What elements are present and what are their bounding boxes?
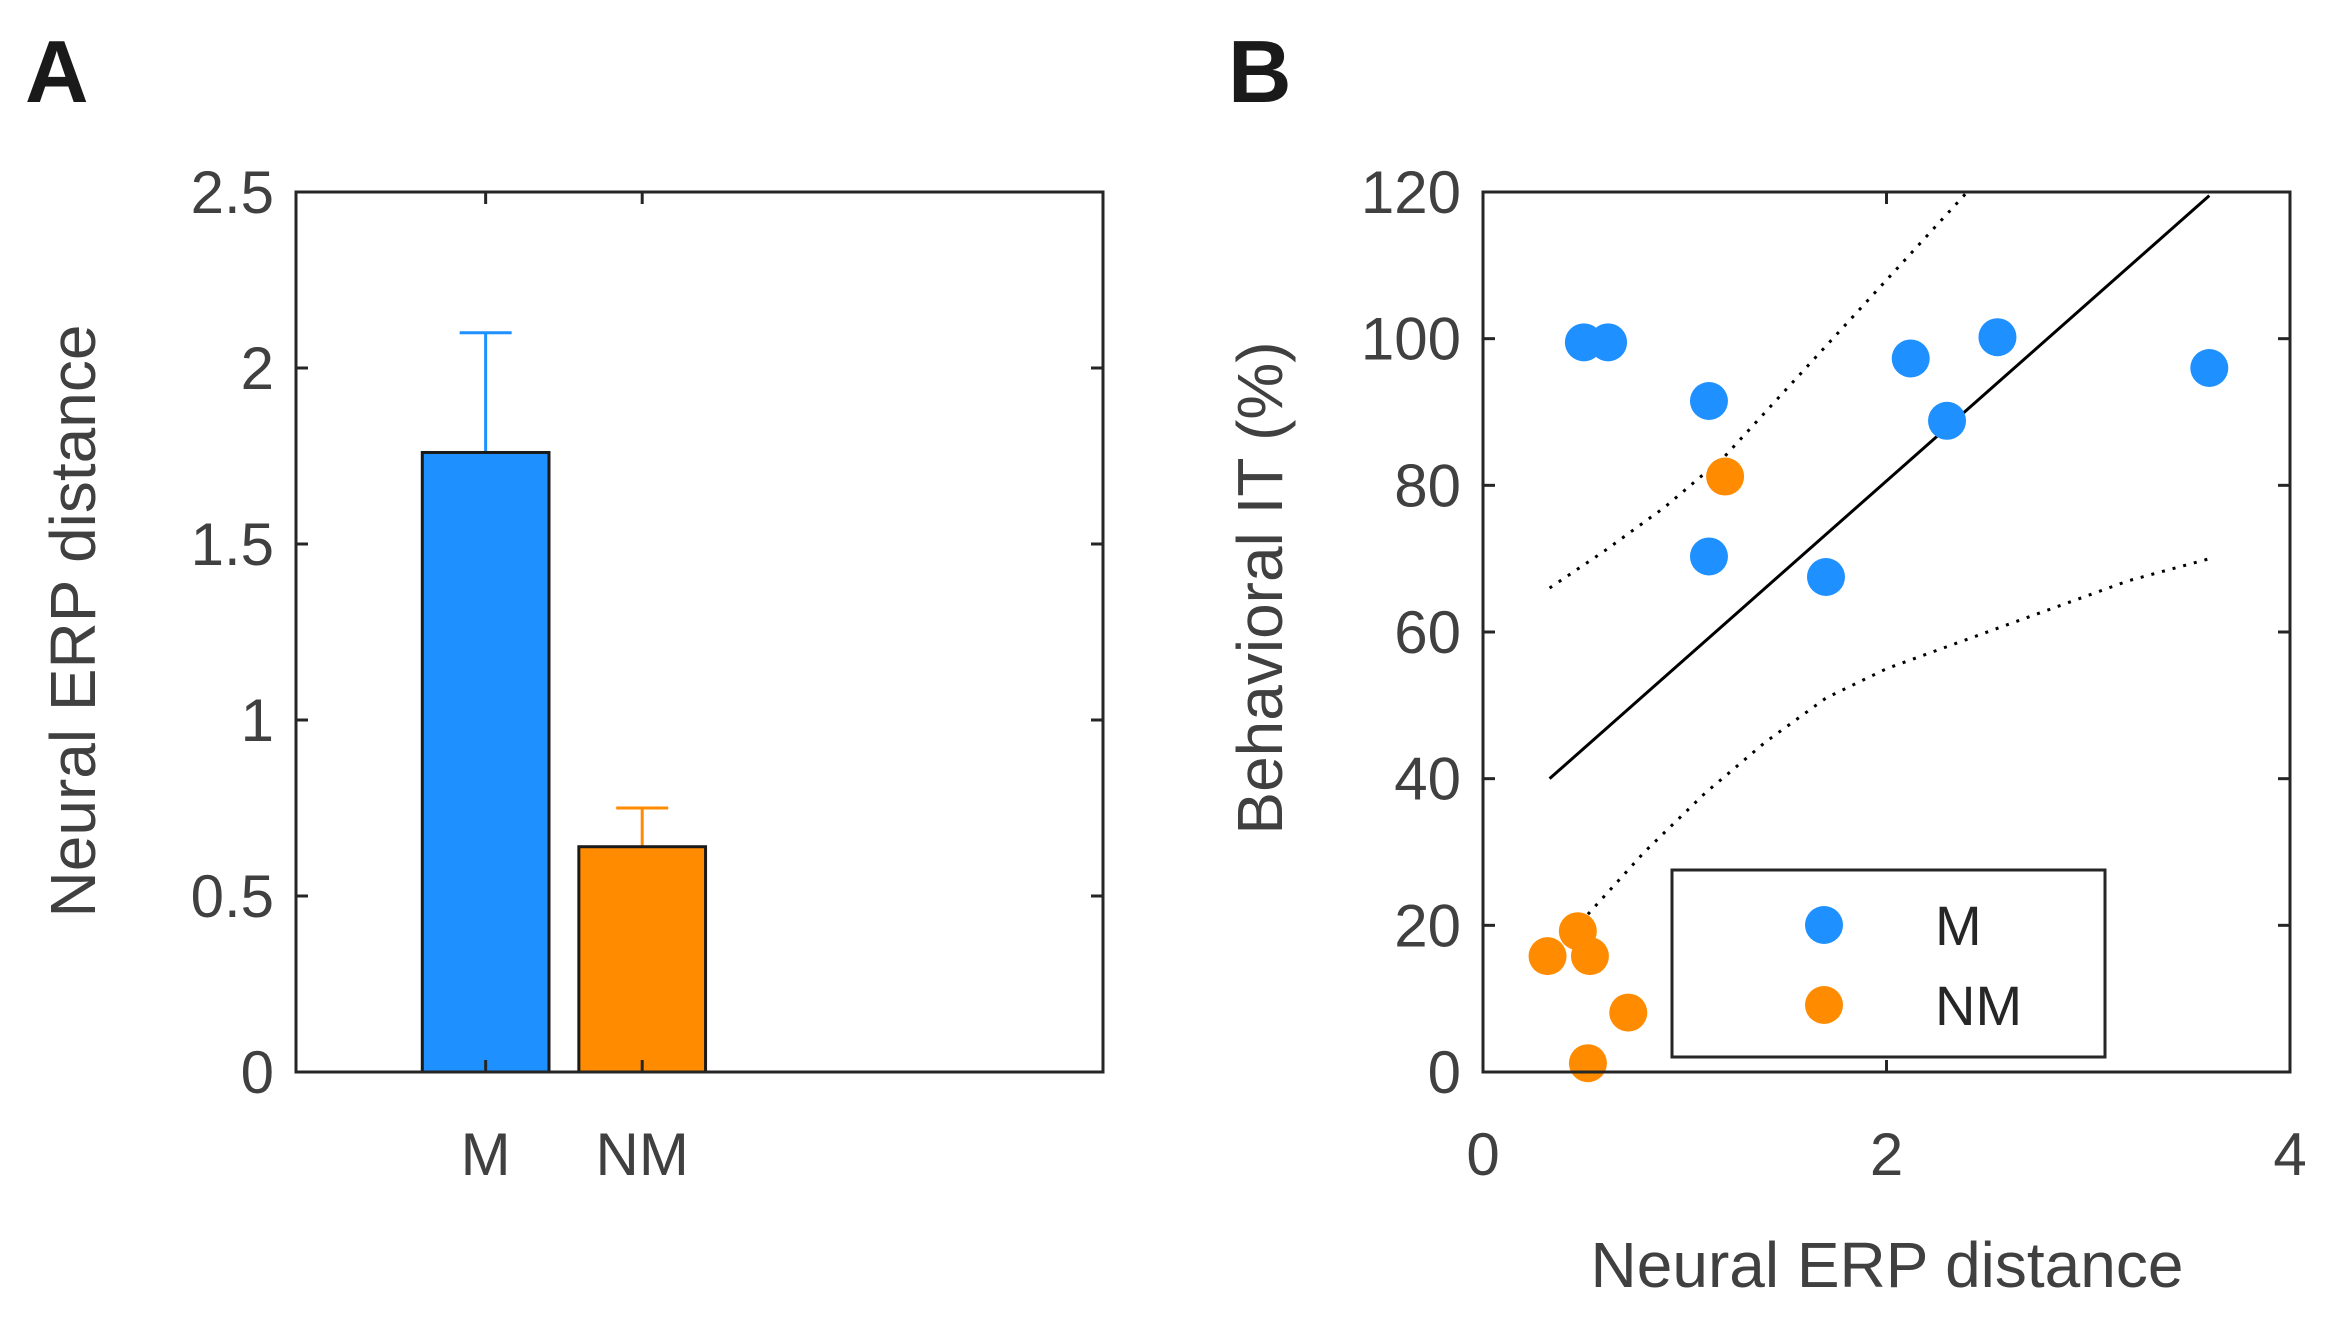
panel-a-y-tick-label: 0 <box>241 1039 274 1106</box>
point-m <box>1689 537 1728 576</box>
panel-b-y-tick-label: 60 <box>1394 599 1461 666</box>
panel-a-bars: M NM <box>420 192 708 1188</box>
panel-b-label: B <box>1228 22 1292 121</box>
point-m <box>1891 339 1930 378</box>
panel-b-points <box>1528 318 2229 1083</box>
panel-b-y-tick-label: 100 <box>1361 306 1461 373</box>
panel-b-x-tick-label: 4 <box>2273 1121 2306 1188</box>
panel-b-y-axis-title: Behavioral IT (%) <box>1224 341 1296 834</box>
point-nm <box>1568 1044 1607 1083</box>
regression-line <box>1548 194 2211 780</box>
panel-b: B Behavioral IT (%) Neural ERP distance … <box>1224 22 2307 1301</box>
confidence-bound-lower <box>1586 557 2210 916</box>
point-m <box>1689 382 1728 420</box>
panel-b-y-tick-label: 120 <box>1361 159 1461 226</box>
panel-a-x-tick-label: NM <box>596 1121 689 1188</box>
bar-nm <box>577 845 708 1074</box>
panel-a-ticks: 0 0.5 1 1.5 2 2.5 <box>191 159 1103 1106</box>
point-nm <box>1609 993 1648 1032</box>
legend-box <box>1670 868 2107 1059</box>
legend-marker-m <box>1805 906 1843 944</box>
panel-a-y-axis-title: Neural ERP distance <box>37 325 109 918</box>
legend-marker-nm <box>1805 986 1843 1024</box>
panel-a-y-tick-label: 2 <box>241 335 274 402</box>
point-m <box>1978 318 2017 357</box>
bar-m <box>420 450 551 1074</box>
legend-label-m: M <box>1935 894 1982 957</box>
confidence-bound-upper <box>1548 190 1969 590</box>
panel-a-x-tick-label: M <box>461 1121 511 1188</box>
point-nm <box>1570 937 1609 976</box>
panel-a-y-tick-label: 2.5 <box>191 159 274 226</box>
legend-label-nm: NM <box>1935 974 2022 1037</box>
panel-b-x-axis-title: Neural ERP distance <box>1591 1229 2184 1301</box>
panel-a-label: A <box>25 22 89 121</box>
panel-a-y-tick-label: 1.5 <box>191 511 274 578</box>
panel-a-y-tick-label: 0.5 <box>191 863 274 930</box>
panel-b-ticks: 0 20 40 60 80 100 120 0 2 4 <box>1361 159 2307 1188</box>
panel-a: A Neural ERP distance 0 0.5 1 1.5 2 2.5 M NM <box>25 22 1105 1188</box>
panel-b-y-tick-label: 40 <box>1394 746 1461 813</box>
point-m <box>1928 401 1967 440</box>
point-m <box>1806 558 1845 596</box>
panel-b-x-tick-label: 0 <box>1466 1121 1499 1188</box>
panel-b-y-tick-label: 80 <box>1394 452 1461 519</box>
panel-b-y-tick-label: 0 <box>1428 1039 1461 1106</box>
point-m <box>1589 323 1628 362</box>
panel-b-regression <box>1548 190 2211 916</box>
panel-a-y-tick-label: 1 <box>241 687 274 754</box>
panel-a-axes-box <box>294 190 1105 1074</box>
point-nm <box>1528 937 1567 976</box>
point-nm <box>1706 457 1745 496</box>
point-m <box>2190 349 2229 387</box>
panel-b-legend: M NM <box>1670 868 2107 1059</box>
panel-b-x-tick-label: 2 <box>1870 1121 1903 1188</box>
panel-b-axes-box <box>1481 190 2292 1074</box>
panel-b-y-tick-label: 20 <box>1394 892 1461 959</box>
